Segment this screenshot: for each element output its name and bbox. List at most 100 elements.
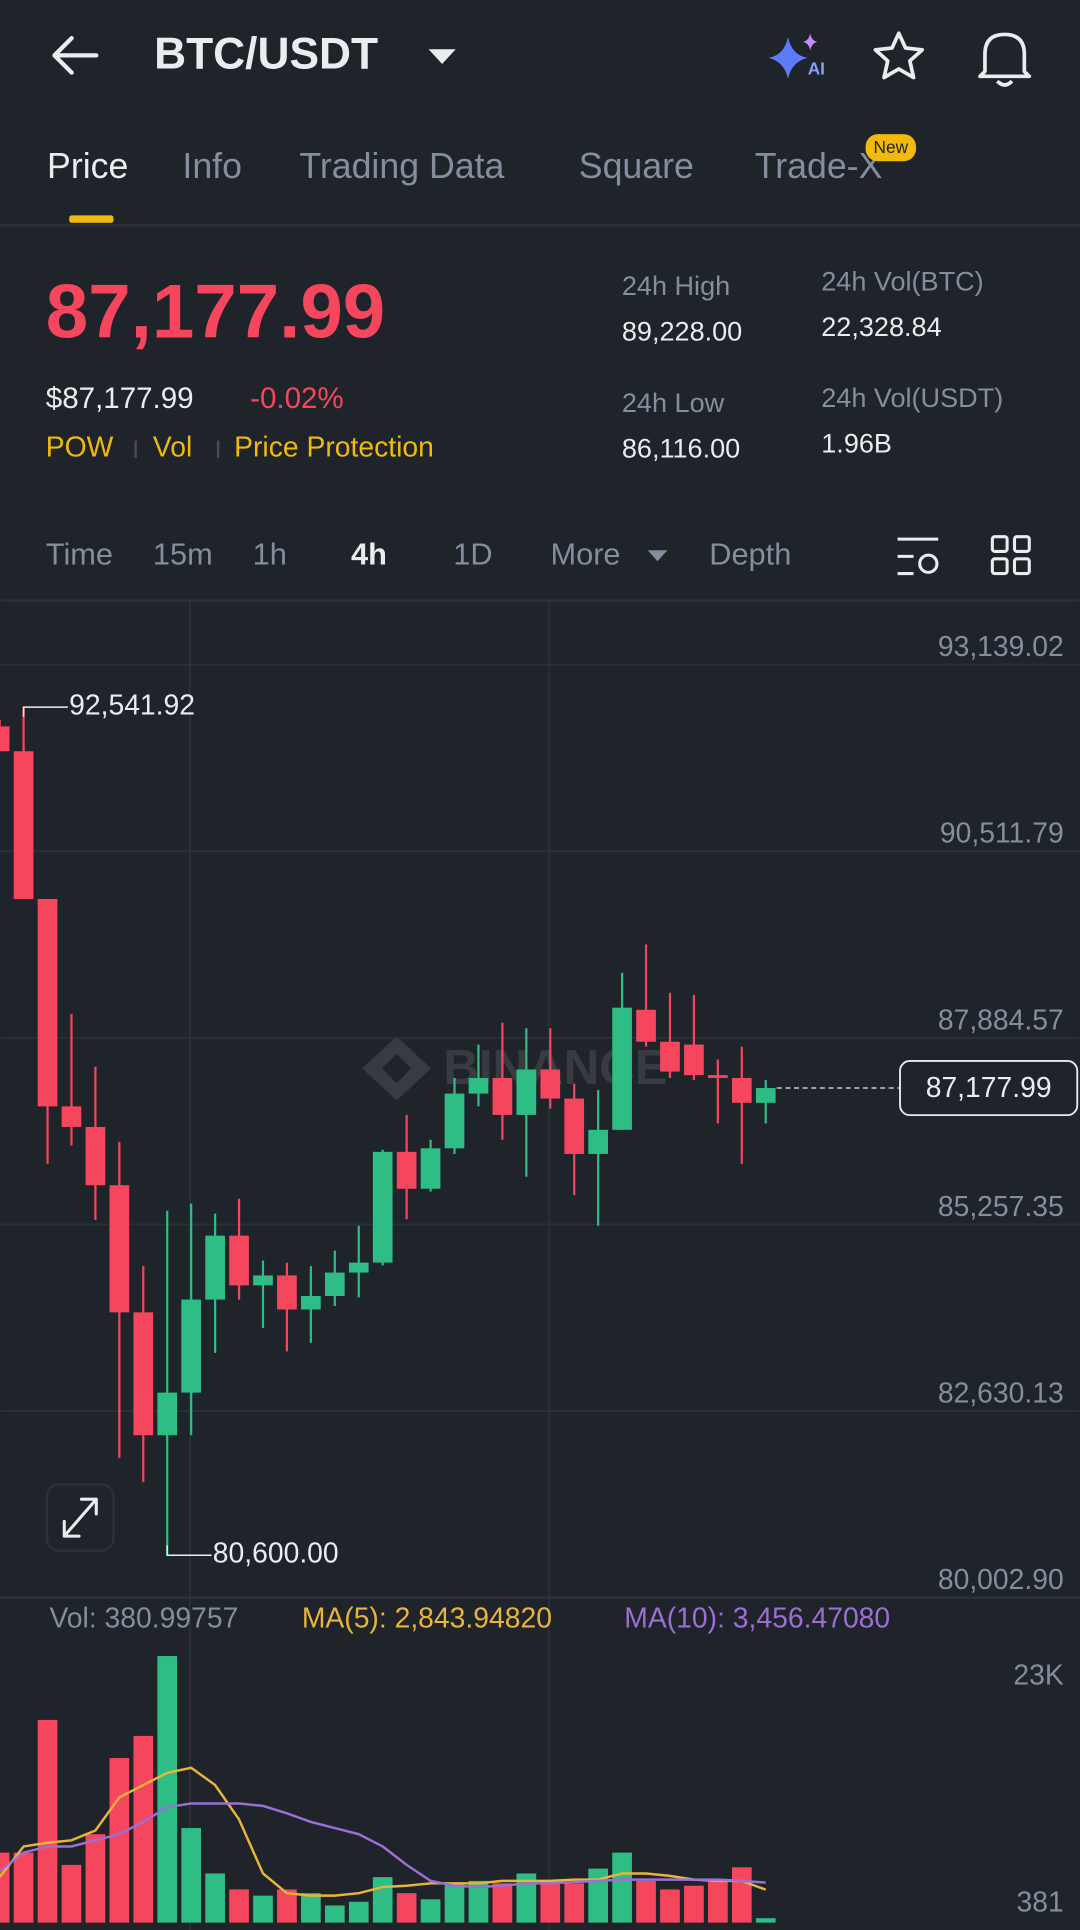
back-button[interactable] — [52, 36, 99, 75]
interval-option[interactable]: 4h — [351, 536, 387, 571]
stat-label: 24h Low — [622, 387, 725, 418]
usd-price: $87,177.99 — [46, 382, 194, 415]
candle-body — [420, 1148, 441, 1189]
more-dropdown[interactable] — [647, 550, 668, 562]
volume-bar — [181, 1828, 202, 1923]
volume-bar — [301, 1893, 321, 1923]
stat-label: 24h High — [622, 270, 730, 301]
favorite-button[interactable] — [873, 31, 925, 80]
candle-body — [348, 1262, 369, 1273]
candle-body — [229, 1235, 249, 1286]
stat-label: 24h Vol(USDT) — [821, 382, 1003, 413]
volume-bar — [61, 1864, 82, 1923]
volume-bar — [468, 1880, 489, 1923]
candle-body — [157, 1392, 178, 1436]
interval-option[interactable]: More — [550, 536, 620, 571]
candle-body — [636, 1009, 656, 1042]
tag[interactable]: Price Protection — [234, 431, 434, 463]
candle-body — [85, 1126, 106, 1186]
tag[interactable]: POW — [46, 431, 114, 463]
candle-body — [181, 1299, 202, 1393]
tag[interactable]: Vol — [153, 431, 192, 463]
candle-body — [396, 1151, 417, 1189]
tab-indicator — [69, 215, 114, 223]
last-price: 87,177.99 — [46, 270, 385, 355]
interval-option[interactable]: 15m — [153, 536, 213, 571]
extreme-marker — [22, 706, 68, 717]
ma5-label: MA(5): 2,843.94820 — [302, 1601, 552, 1633]
candle-body — [540, 1069, 561, 1099]
candle-body — [444, 1093, 465, 1149]
indicator-settings[interactable] — [897, 537, 939, 576]
ai-button[interactable]: AI — [768, 33, 825, 79]
candle-body — [588, 1129, 609, 1154]
volume-bar — [396, 1893, 417, 1923]
stat-value: 1.96B — [821, 428, 892, 459]
candle-body — [277, 1275, 297, 1310]
y-tick-label: 85,257.35 — [938, 1190, 1064, 1222]
volume-bar — [492, 1883, 513, 1923]
volume-bar — [372, 1877, 393, 1923]
y-tick-label: 87,884.57 — [938, 1003, 1064, 1035]
layout-cell — [990, 557, 1009, 576]
volume-bar — [731, 1867, 752, 1923]
volume-bar — [755, 1918, 776, 1923]
interval-option[interactable]: 1D — [453, 536, 492, 571]
volume-bar — [516, 1873, 537, 1923]
tab[interactable]: Price — [47, 146, 128, 186]
candle-body — [0, 726, 10, 752]
layout-button[interactable] — [990, 535, 1031, 576]
extreme-marker — [166, 1545, 212, 1557]
stat-label: 24h Vol(BTC) — [821, 265, 983, 296]
layout-cell — [1012, 557, 1031, 576]
candle-body — [37, 898, 58, 1107]
interval-option[interactable]: 1h — [253, 536, 287, 571]
y-tick-label: 82,630.13 — [938, 1377, 1064, 1409]
tab[interactable]: Trading Data — [299, 146, 504, 186]
candle-body — [133, 1312, 154, 1436]
candle-body — [253, 1275, 273, 1286]
interval-option[interactable]: Depth — [709, 536, 791, 571]
stat-value: 89,228.00 — [622, 316, 742, 347]
candle-body — [324, 1272, 345, 1297]
volume-bar — [37, 1719, 58, 1923]
y-tick-label: 93,139.02 — [938, 630, 1064, 662]
pair-title[interactable]: BTC/USDT — [154, 29, 378, 78]
volume-bar — [13, 1852, 34, 1923]
indicator-gear — [918, 553, 939, 574]
interval-option[interactable]: Time — [46, 536, 113, 571]
volume-bar — [253, 1895, 273, 1923]
volume-bar — [324, 1905, 345, 1923]
candle-body — [13, 751, 34, 899]
candle-body — [731, 1077, 752, 1103]
tab[interactable]: Square — [579, 146, 694, 186]
watermark-logo — [362, 1036, 432, 1101]
y-tick-label: 90,511.79 — [940, 817, 1064, 849]
volume-bar — [157, 1656, 178, 1923]
volume-bar — [684, 1885, 704, 1923]
candle-body — [61, 1106, 82, 1127]
volume-bar — [444, 1883, 465, 1923]
volume-bar — [133, 1735, 154, 1923]
last-price-box — [899, 1060, 1079, 1117]
volume-bar — [229, 1889, 249, 1923]
candle-body — [205, 1235, 225, 1300]
alert-button[interactable] — [978, 32, 1032, 87]
extreme-label: 92,541.92 — [69, 689, 195, 721]
tab[interactable]: Info — [182, 146, 242, 186]
volume-bar — [708, 1880, 728, 1923]
fullscreen-button[interactable] — [45, 1483, 115, 1553]
candle-body — [708, 1075, 728, 1078]
candle-body — [564, 1098, 585, 1154]
tab[interactable]: Trade-X — [755, 146, 883, 186]
stat-value: 22,328.84 — [821, 311, 941, 342]
fullscreen-icon — [62, 1497, 98, 1538]
layout-cell — [1012, 535, 1031, 553]
pair-dropdown[interactable] — [428, 49, 456, 65]
extreme-label: 80,600.00 — [213, 1537, 339, 1569]
volume-bar — [0, 1852, 10, 1923]
candle-body — [301, 1296, 321, 1310]
stat-value: 86,116.00 — [622, 433, 740, 464]
